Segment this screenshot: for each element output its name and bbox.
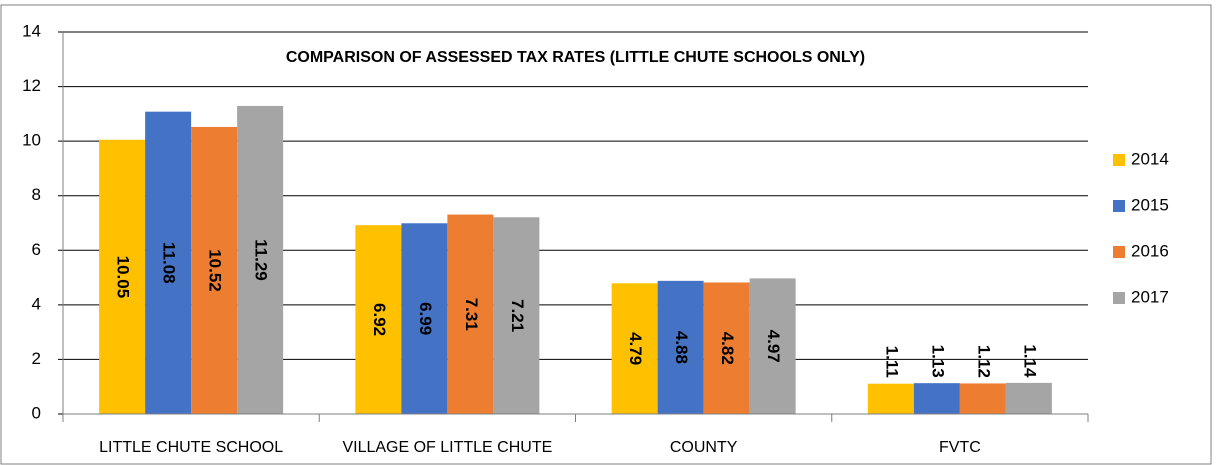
bar (913, 383, 960, 414)
bar (401, 223, 448, 414)
bar (749, 278, 796, 414)
y-tick-label: 6 (32, 240, 41, 259)
y-tick-label: 14 (22, 21, 41, 40)
x-tick-label: FVTC (939, 439, 981, 456)
legend-swatch (1113, 154, 1125, 166)
data-label: 1.13 (928, 345, 947, 378)
data-label: 10.05 (114, 256, 133, 299)
bar (355, 225, 402, 414)
y-tick-label: 10 (22, 131, 41, 150)
legend-label: 2017 (1131, 287, 1169, 306)
y-tick-label: 8 (32, 185, 41, 204)
data-label: 11.08 (160, 242, 179, 284)
data-label: 4.88 (672, 331, 691, 364)
legend-label: 2014 (1131, 149, 1169, 168)
x-tick-label: VILLAGE OF LITTLE CHUTE (342, 439, 552, 456)
bar (99, 139, 146, 414)
x-tick-label: COUNTY (670, 439, 738, 456)
data-label: 1.14 (1020, 344, 1039, 378)
bar (867, 383, 914, 414)
data-label: 6.99 (416, 302, 435, 335)
x-tick-label: LITTLE CHUTE SCHOOL (99, 439, 283, 456)
bar (447, 214, 494, 414)
bar (237, 105, 284, 415)
bar (611, 283, 658, 414)
bar (191, 126, 238, 414)
data-label: 1.11 (882, 346, 901, 378)
data-label: 4.79 (626, 332, 645, 365)
legend-label: 2016 (1131, 241, 1169, 260)
title-box (64, 33, 1088, 85)
bar (145, 111, 192, 414)
data-label: 7.31 (462, 298, 481, 331)
data-label: 7.21 (508, 299, 527, 332)
data-label: 1.12 (974, 345, 993, 378)
chart-title: COMPARISON OF ASSESSED TAX RATES (LITTLE… (286, 49, 865, 66)
legend-swatch (1113, 292, 1125, 304)
y-tick-label: 12 (22, 76, 41, 95)
y-tick-label: 2 (32, 349, 41, 368)
data-label: 11.29 (252, 239, 271, 281)
data-label: 10.52 (206, 249, 225, 292)
data-label: 4.97 (764, 330, 783, 363)
legend-label: 2015 (1131, 195, 1169, 214)
data-label: 4.82 (718, 332, 737, 365)
data-label: 6.92 (370, 303, 389, 336)
bar (1005, 382, 1052, 414)
bar (657, 280, 704, 414)
y-tick-label: 0 (32, 403, 41, 422)
legend-swatch (1113, 200, 1125, 212)
bar (703, 282, 750, 414)
legend-swatch (1113, 246, 1125, 258)
bar (493, 217, 540, 414)
bar (959, 383, 1006, 414)
y-tick-label: 4 (32, 294, 41, 313)
